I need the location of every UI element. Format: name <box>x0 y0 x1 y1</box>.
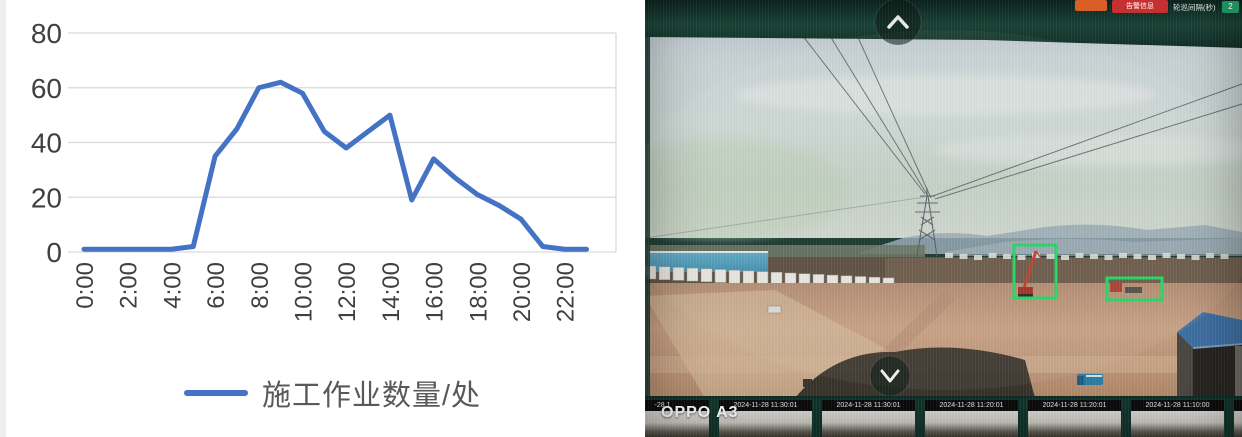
svg-text:10:00: 10:00 <box>291 262 318 322</box>
device-watermark: OPPO A3 <box>661 404 739 421</box>
white-vehicle <box>767 305 782 314</box>
thumbnail-preview <box>1131 411 1224 437</box>
screen-left-bezel <box>645 36 650 398</box>
camera-scene <box>645 0 1242 406</box>
svg-text:0:00: 0:00 <box>72 262 99 309</box>
cloud <box>735 75 1155 115</box>
svg-text:4:00: 4:00 <box>159 262 186 309</box>
scrap-foreground <box>795 347 1035 398</box>
svg-text:14:00: 14:00 <box>378 262 405 322</box>
construction-chart-panel: 0 20 40 60 80 0:00 2:00 4:00 6:00 8:00 10:00 12:00 1… <box>0 0 617 437</box>
svg-text:6:00: 6:00 <box>203 262 230 309</box>
thumbnail-timestamp: 2024-11-28 11:20:01 <box>925 400 1018 411</box>
camera-thumbnail[interactable]: 2024-11-28 11:30:01 <box>719 400 812 437</box>
red-crane <box>1018 250 1042 298</box>
thumbnail-preview <box>822 411 915 437</box>
svg-text:20: 20 <box>31 182 62 213</box>
svg-text:2:00: 2:00 <box>116 262 143 309</box>
y-axis-ticks: 0 20 40 60 80 <box>31 18 62 268</box>
camera-thumbnail[interactable]: 2024-11-28 11:10:00 <box>1131 400 1224 437</box>
svg-text:16:00: 16:00 <box>422 262 449 322</box>
svg-text:22:00: 22:00 <box>553 262 580 322</box>
svg-text:80: 80 <box>31 18 62 49</box>
screen-glare <box>645 30 1242 390</box>
chevron-up-icon <box>887 15 909 29</box>
svg-text:60: 60 <box>31 73 62 104</box>
svg-text:20:00: 20:00 <box>509 262 536 322</box>
chart-legend: 施工作业数量/处 <box>184 372 481 414</box>
scroll-down-button[interactable] <box>869 355 911 397</box>
sky-green-tint <box>645 140 850 240</box>
thumbnail-preview <box>645 411 709 437</box>
camera-thumbnail[interactable]: 2024-11-28 11:20:01 <box>925 400 1018 437</box>
dark-object <box>803 379 812 387</box>
legend-line-sample <box>184 390 248 396</box>
mountains-near <box>945 238 1242 256</box>
line-chart: 0 20 40 60 80 0:00 2:00 4:00 6:00 8:00 10:00 12:00 1… <box>31 18 617 322</box>
thumbnail-timestamp: 2024-11-28 11:20:01 <box>1028 400 1121 411</box>
orange-button[interactable] <box>1075 0 1107 11</box>
camera-thumbnail[interactable]: 2024-11-28 11:20:01 <box>1028 400 1121 437</box>
x-axis-ticks: 0:00 2:00 4:00 6:00 8:00 10:00 12:00 14:00 16:00… <box>72 262 580 322</box>
distant-structures <box>945 253 1229 260</box>
pond <box>647 252 768 272</box>
camera-thumbnail[interactable]: 202 <box>1234 400 1242 437</box>
camera-monitor-panel: 告警信息 轮巡间隔(秒) 2 -28 1 2024-11-28 11:30:01 2… <box>645 0 1242 437</box>
thumbnail-preview <box>1234 411 1242 437</box>
svg-text:12:00: 12:00 <box>334 262 361 322</box>
svg-text:18:00: 18:00 <box>465 262 492 322</box>
thumbnail-timestamp: 202 <box>1234 400 1242 411</box>
warehouse-shed <box>1177 312 1242 400</box>
svg-text:8:00: 8:00 <box>247 262 274 309</box>
thumbnail-timeline: -28 1 2024-11-28 11:30:01 2024-11-28 11:30… <box>645 396 1242 437</box>
svg-text:40: 40 <box>31 128 62 159</box>
thumbnail-timestamp: 2024-11-28 11:30:01 <box>822 400 915 411</box>
cloud <box>935 134 1242 166</box>
svg-text:0: 0 <box>46 237 62 268</box>
screen-top-bar <box>645 0 1242 48</box>
detection-box-crane <box>1012 243 1058 300</box>
thumbnail-preview <box>925 411 1018 437</box>
thumbnail-preview <box>1028 411 1121 437</box>
scroll-up-button[interactable] <box>874 0 922 46</box>
thumbnail-preview <box>719 411 812 437</box>
thumbnail-timestamp: -28 1 <box>645 400 709 411</box>
interval-value-badge[interactable]: 2 <box>1222 1 1239 13</box>
alarm-button[interactable]: 告警信息 <box>1112 0 1168 13</box>
thumbnail-timestamp: 2024-11-28 11:10:00 <box>1131 400 1224 411</box>
detection-box-machinery <box>1105 276 1164 302</box>
camera-thumbnail[interactable]: 2024-11-28 11:30:01 <box>822 400 915 437</box>
chevron-down-icon <box>880 369 900 383</box>
blue-truck <box>1077 374 1103 385</box>
thumbnail-timestamp: 2024-11-28 11:30:01 <box>719 400 812 411</box>
patrol-interval-label: 轮巡间隔(秒) <box>1173 3 1216 12</box>
legend-label: 施工作业数量/处 <box>262 380 482 412</box>
data-series-line <box>81 79 590 252</box>
camera-thumbnail[interactable]: -28 1 <box>645 400 709 437</box>
